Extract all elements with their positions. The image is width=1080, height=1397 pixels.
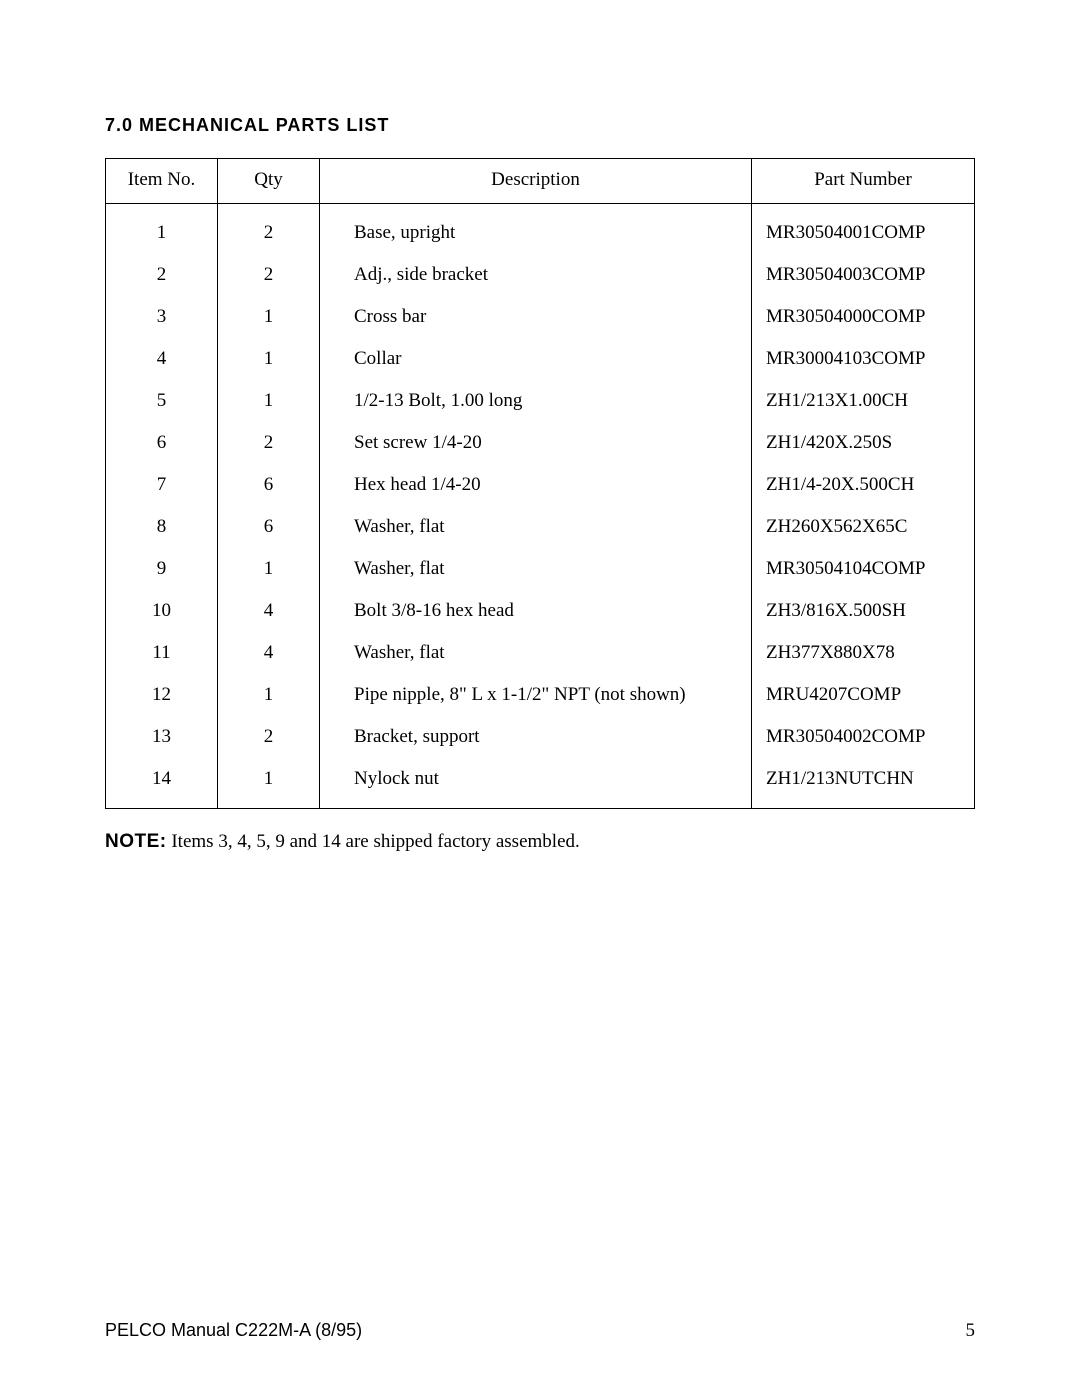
table-cell: 11 <box>106 632 218 674</box>
table-row: 511/2-13 Bolt, 1.00 longZH1/213X1.00CH <box>106 380 975 422</box>
table-cell: 1 <box>218 674 320 716</box>
col-header-item: Item No. <box>106 159 218 204</box>
table-cell: Adj., side bracket <box>320 254 752 296</box>
table-cell: Nylock nut <box>320 758 752 809</box>
table-cell: 1 <box>218 548 320 590</box>
table-cell: 13 <box>106 716 218 758</box>
table-row: 22Adj., side bracketMR30504003COMP <box>106 254 975 296</box>
note-label: NOTE: <box>105 831 167 852</box>
table-cell: 1 <box>218 758 320 809</box>
table-cell: MRU4207COMP <box>752 674 975 716</box>
table-row: 62Set screw 1/4-20ZH1/420X.250S <box>106 422 975 464</box>
table-row: 121Pipe nipple, 8" L x 1-1/2" NPT (not s… <box>106 674 975 716</box>
table-cell: 9 <box>106 548 218 590</box>
table-cell: 2 <box>218 716 320 758</box>
table-row: 86Washer, flatZH260X562X65C <box>106 506 975 548</box>
table-cell: Base, upright <box>320 204 752 255</box>
footer-page-number: 5 <box>966 1320 976 1342</box>
table-cell: Bolt 3/8-16 hex head <box>320 590 752 632</box>
table-cell: MR30504002COMP <box>752 716 975 758</box>
section-heading: 7.0 MECHANICAL PARTS LIST <box>105 115 975 136</box>
parts-table: Item No. Qty Description Part Number 12B… <box>105 158 975 809</box>
table-cell: Hex head 1/4-20 <box>320 464 752 506</box>
table-row: 114Washer, flatZH377X880X78 <box>106 632 975 674</box>
table-row: 76Hex head 1/4-20ZH1/4-20X.500CH <box>106 464 975 506</box>
table-cell: 1 <box>218 380 320 422</box>
table-cell: MR30504104COMP <box>752 548 975 590</box>
col-header-qty: Qty <box>218 159 320 204</box>
table-cell: 12 <box>106 674 218 716</box>
table-cell: ZH1/420X.250S <box>752 422 975 464</box>
table-row: 31Cross barMR30504000COMP <box>106 296 975 338</box>
table-cell: 7 <box>106 464 218 506</box>
table-row: 12Base, uprightMR30504001COMP <box>106 204 975 255</box>
table-cell: Set screw 1/4-20 <box>320 422 752 464</box>
table-cell: Washer, flat <box>320 548 752 590</box>
table-cell: 10 <box>106 590 218 632</box>
table-cell: MR30004103COMP <box>752 338 975 380</box>
table-cell: 6 <box>106 422 218 464</box>
table-cell: 4 <box>218 632 320 674</box>
table-cell: 2 <box>106 254 218 296</box>
table-cell: ZH377X880X78 <box>752 632 975 674</box>
page-footer: PELCO Manual C222M-A (8/95) 5 <box>105 1320 975 1342</box>
table-cell: ZH3/816X.500SH <box>752 590 975 632</box>
table-cell: Washer, flat <box>320 506 752 548</box>
table-cell: 3 <box>106 296 218 338</box>
table-cell: 1/2-13 Bolt, 1.00 long <box>320 380 752 422</box>
table-header-row: Item No. Qty Description Part Number <box>106 159 975 204</box>
table-cell: Pipe nipple, 8" L x 1-1/2" NPT (not show… <box>320 674 752 716</box>
table-cell: ZH1/213NUTCHN <box>752 758 975 809</box>
table-cell: Washer, flat <box>320 632 752 674</box>
table-cell: 1 <box>218 296 320 338</box>
table-cell: MR30504000COMP <box>752 296 975 338</box>
col-header-desc: Description <box>320 159 752 204</box>
table-cell: ZH260X562X65C <box>752 506 975 548</box>
table-cell: 6 <box>218 464 320 506</box>
table-cell: 2 <box>218 204 320 255</box>
table-cell: 6 <box>218 506 320 548</box>
note-line: NOTE: Items 3, 4, 5, 9 and 14 are shippe… <box>105 831 975 853</box>
table-cell: 4 <box>106 338 218 380</box>
table-cell: 2 <box>218 254 320 296</box>
table-cell: 1 <box>218 338 320 380</box>
table-cell: 1 <box>106 204 218 255</box>
table-cell: Collar <box>320 338 752 380</box>
table-cell: Cross bar <box>320 296 752 338</box>
table-cell: 14 <box>106 758 218 809</box>
table-cell: ZH1/213X1.00CH <box>752 380 975 422</box>
table-cell: MR30504003COMP <box>752 254 975 296</box>
table-row: 141Nylock nutZH1/213NUTCHN <box>106 758 975 809</box>
table-row: 132Bracket, supportMR30504002COMP <box>106 716 975 758</box>
table-cell: Bracket, support <box>320 716 752 758</box>
footer-left: PELCO Manual C222M-A (8/95) <box>105 1320 362 1342</box>
table-row: 41CollarMR30004103COMP <box>106 338 975 380</box>
table-row: 104Bolt 3/8-16 hex headZH3/816X.500SH <box>106 590 975 632</box>
table-cell: 8 <box>106 506 218 548</box>
table-cell: 2 <box>218 422 320 464</box>
table-cell: 5 <box>106 380 218 422</box>
table-cell: MR30504001COMP <box>752 204 975 255</box>
note-text: Items 3, 4, 5, 9 and 14 are shipped fact… <box>167 831 580 852</box>
table-cell: 4 <box>218 590 320 632</box>
col-header-part: Part Number <box>752 159 975 204</box>
table-row: 91Washer, flatMR30504104COMP <box>106 548 975 590</box>
table-cell: ZH1/4-20X.500CH <box>752 464 975 506</box>
